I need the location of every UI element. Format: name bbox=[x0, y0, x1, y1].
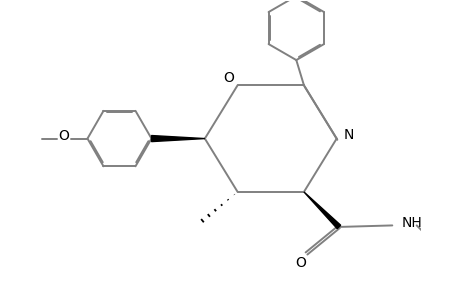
Text: N: N bbox=[343, 128, 353, 142]
Text: O: O bbox=[58, 128, 69, 142]
Text: O: O bbox=[223, 70, 234, 85]
Text: O: O bbox=[294, 256, 305, 270]
Text: NH: NH bbox=[401, 216, 421, 230]
Polygon shape bbox=[303, 192, 340, 229]
Polygon shape bbox=[151, 136, 204, 142]
